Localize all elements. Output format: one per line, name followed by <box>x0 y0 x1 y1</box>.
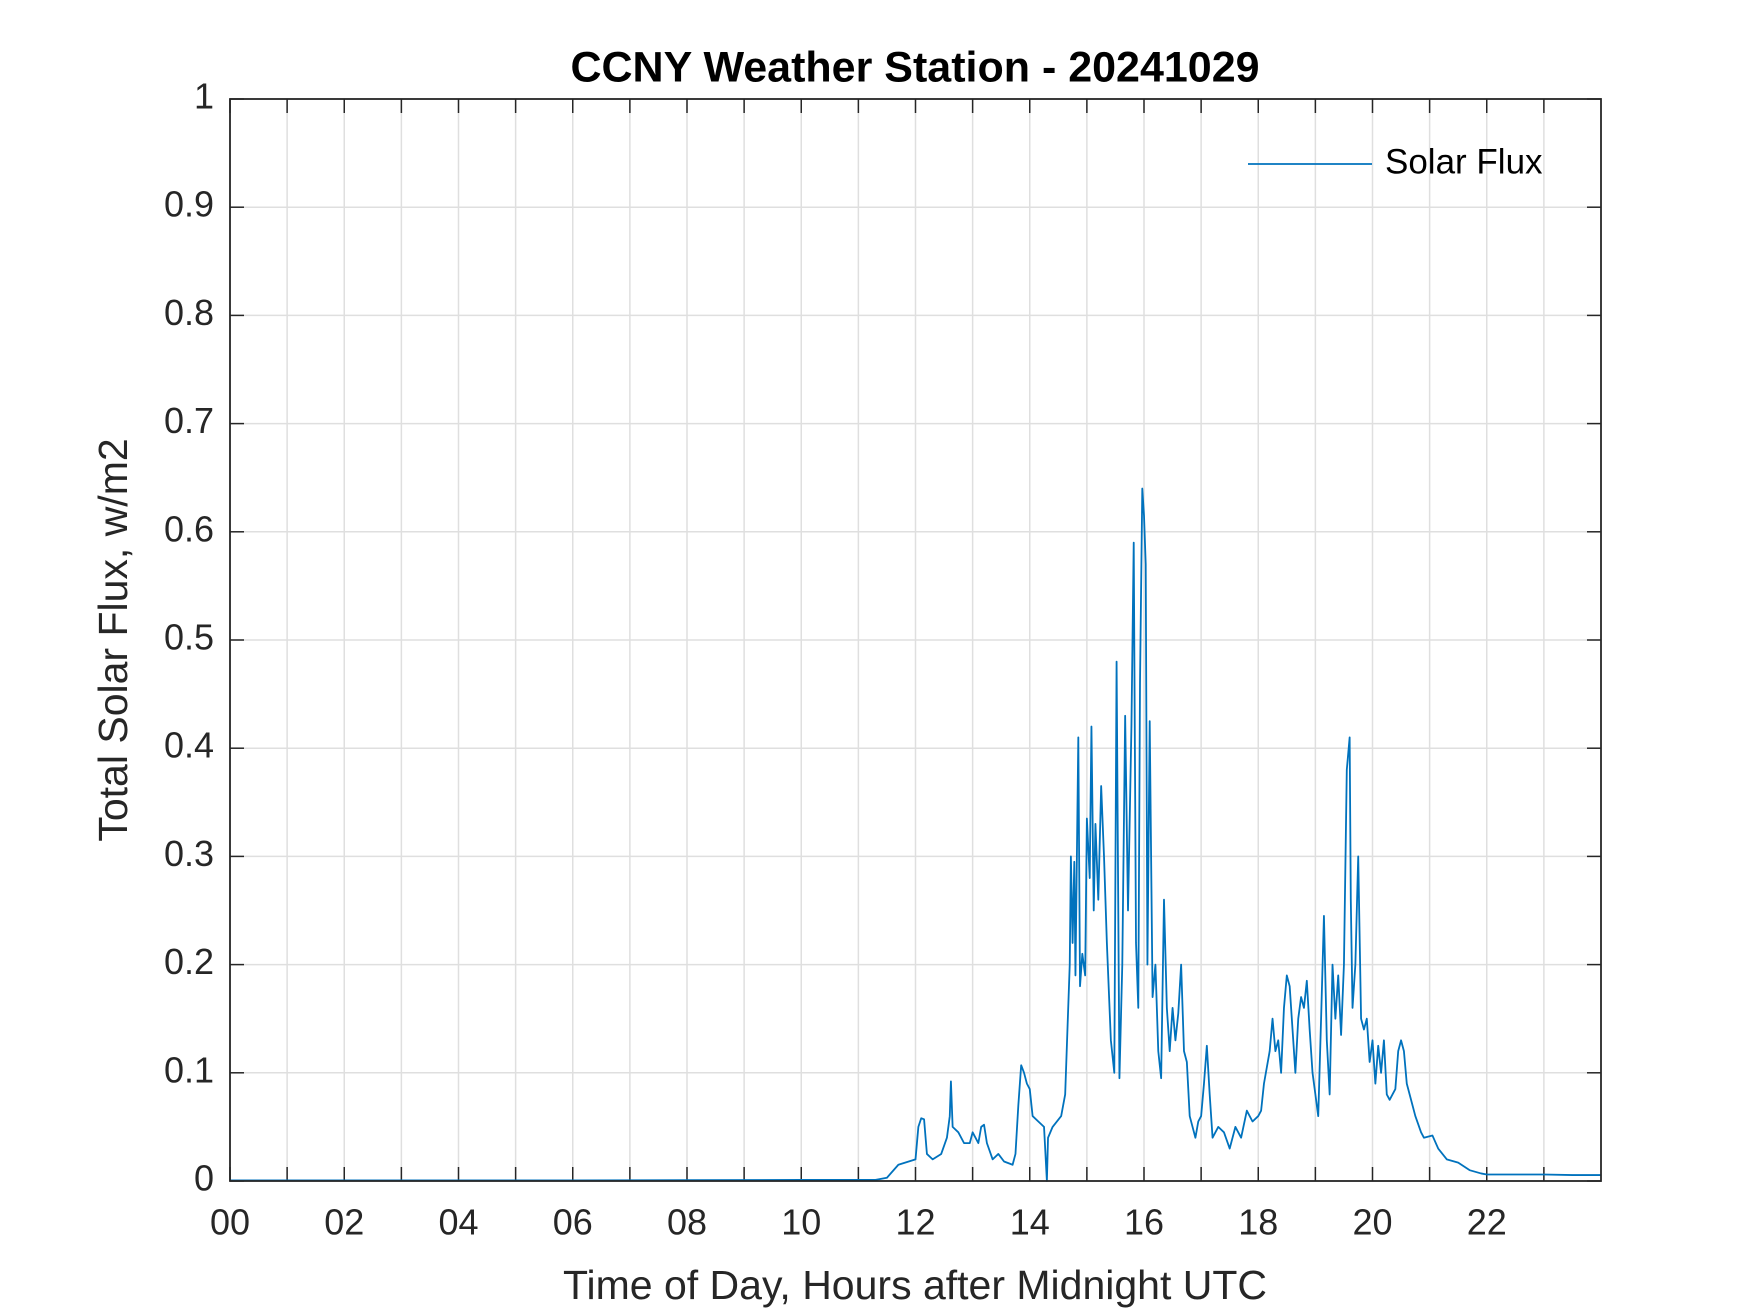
x-tick-label: 02 <box>324 1202 364 1243</box>
x-tick-label: 16 <box>1124 1202 1164 1243</box>
y-tick-label: 0.6 <box>164 508 214 549</box>
y-tick-label: 0.1 <box>164 1049 214 1090</box>
x-tick-label: 14 <box>1010 1202 1050 1243</box>
y-tick-label: 0.8 <box>164 292 214 333</box>
x-tick-label: 22 <box>1467 1202 1507 1243</box>
legend-label: Solar Flux <box>1385 142 1543 181</box>
x-tick-label: 20 <box>1352 1202 1392 1243</box>
x-tick-label: 06 <box>553 1202 593 1243</box>
x-tick-label: 08 <box>667 1202 707 1243</box>
y-tick-label: 0.7 <box>164 400 214 441</box>
y-tick-label: 0 <box>194 1158 214 1199</box>
y-tick-label: 0.3 <box>164 833 214 874</box>
x-axis-label: Time of Day, Hours after Midnight UTC <box>563 1262 1267 1308</box>
y-tick-label: 0.4 <box>164 725 214 766</box>
x-tick-label: 18 <box>1238 1202 1278 1243</box>
x-tick-label: 04 <box>438 1202 478 1243</box>
chart-title: CCNY Weather Station - 20241029 <box>570 43 1259 91</box>
x-tick-label: 12 <box>895 1202 935 1243</box>
y-tick-label: 0.5 <box>164 617 214 658</box>
y-tick-label: 0.2 <box>164 941 214 982</box>
y-tick-label: 1 <box>194 76 214 117</box>
y-tick-label: 0.9 <box>164 184 214 225</box>
x-tick-label: 00 <box>210 1202 250 1243</box>
data-line <box>230 487 1601 1182</box>
axes-box <box>229 98 1602 1182</box>
x-tick-label: 10 <box>781 1202 821 1243</box>
y-axis-label: Total Solar Flux, w/m2 <box>90 438 136 841</box>
